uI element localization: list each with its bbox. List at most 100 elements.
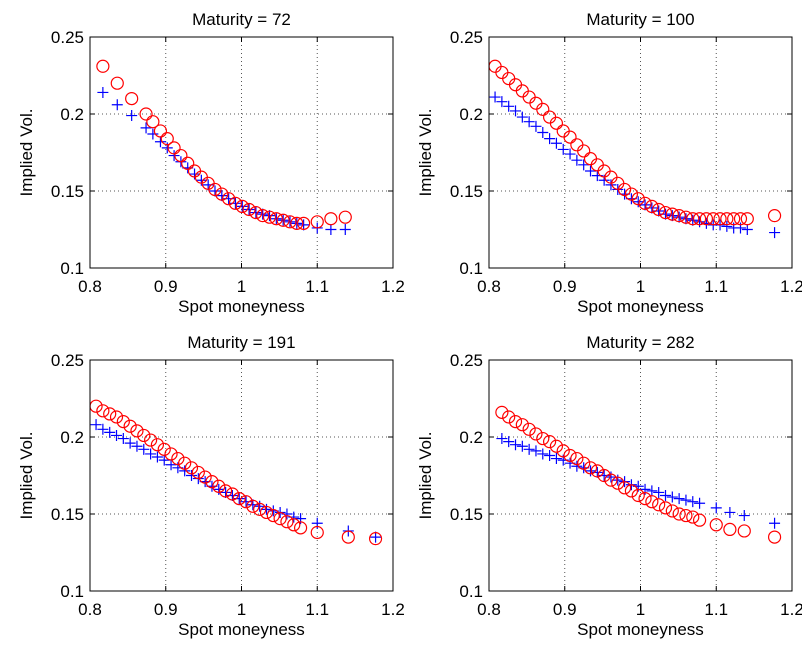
data-point-circle — [164, 447, 178, 461]
data-point-circle — [125, 91, 139, 106]
chart-title: Maturity = 100 — [586, 10, 694, 29]
data-point-circle — [699, 212, 714, 226]
x-axis-label: Spot moneyness — [178, 297, 305, 316]
data-point-plus — [653, 486, 665, 498]
data-point-circle — [205, 475, 219, 489]
data-point-plus — [680, 494, 692, 506]
data-point-circle — [137, 428, 151, 443]
data-point-plus — [270, 213, 282, 225]
data-point-circle — [508, 415, 523, 429]
data-point-plus — [189, 168, 201, 180]
x-tick-label: 0.8 — [78, 600, 102, 619]
data-point-circle — [368, 532, 383, 546]
data-point-circle — [767, 530, 782, 544]
data-point-circle — [212, 479, 226, 493]
data-point-circle — [652, 202, 666, 217]
data-point-plus — [126, 110, 138, 122]
data-point-plus — [724, 506, 736, 518]
data-point-circle — [767, 209, 782, 223]
data-point-circle — [590, 464, 604, 478]
data-point-circle — [672, 209, 686, 223]
data-point-circle — [266, 508, 280, 523]
data-point-plus — [195, 174, 207, 186]
data-point-circle — [617, 481, 632, 495]
y-tick-label: 0.2 — [459, 428, 483, 447]
data-point-circle — [297, 216, 311, 230]
data-point-plus — [687, 496, 699, 508]
data-point-plus — [564, 148, 576, 160]
axes-box — [488, 36, 793, 269]
data-point-plus — [605, 471, 617, 483]
data-point-plus — [557, 143, 569, 155]
data-point-circle — [502, 410, 516, 424]
data-point-plus — [151, 451, 163, 463]
data-point-plus — [370, 531, 382, 543]
data-point-plus — [578, 159, 590, 171]
data-point-plus — [632, 196, 644, 208]
y-tick-label: 0.25 — [51, 351, 84, 370]
data-point-circle — [665, 207, 679, 221]
y-tick-label: 0.15 — [450, 505, 483, 524]
data-point-plus — [111, 429, 123, 441]
y-tick-label: 0.1 — [459, 259, 483, 278]
subplot-4: 0.8 0.9 1 1.1 1.2 0.1 0.15 0.2 0.25 Maturity = 28… — [416, 333, 802, 639]
data-point-circle — [259, 505, 274, 520]
data-point-circle — [665, 504, 679, 518]
data-point-circle — [287, 518, 301, 532]
data-point-circle — [672, 507, 686, 521]
data-point-circle — [495, 405, 509, 419]
data-point-plus — [503, 100, 515, 112]
data-point-plus — [769, 517, 781, 529]
data-point-circle — [157, 442, 171, 456]
x-tick-label: 0.9 — [154, 600, 178, 619]
data-point-circle — [536, 431, 550, 446]
data-point-plus — [138, 443, 150, 455]
x-tick-label: 0.8 — [477, 600, 501, 619]
data-point-circle — [218, 484, 233, 498]
data-point-circle — [529, 427, 543, 441]
series-circle — [488, 59, 782, 226]
data-point-plus — [612, 474, 624, 486]
data-point-plus — [516, 111, 528, 123]
data-point-circle — [242, 202, 256, 217]
data-point-circle — [679, 210, 693, 224]
data-point-circle — [645, 495, 659, 509]
x-tick-label: 0.9 — [553, 600, 577, 619]
data-point-plus — [250, 207, 262, 219]
data-point-circle — [171, 451, 185, 466]
y-tick-label: 0.25 — [450, 351, 483, 370]
data-point-circle — [720, 212, 734, 226]
data-point-circle — [542, 435, 557, 449]
series-plus — [97, 86, 351, 235]
data-point-circle — [280, 515, 294, 529]
data-point-circle — [130, 424, 144, 438]
data-point-plus — [291, 217, 303, 229]
data-point-plus — [97, 423, 109, 435]
data-point-circle — [638, 196, 652, 210]
data-point-circle — [338, 210, 352, 224]
data-point-circle — [256, 209, 270, 223]
chart-title: Maturity = 191 — [187, 333, 295, 352]
data-point-plus — [254, 500, 266, 512]
subplot-2: 0.8 0.9 1 1.1 1.2 0.1 0.15 0.2 0.25 Maturity = 10… — [416, 10, 802, 316]
data-point-circle — [293, 521, 308, 535]
data-point-circle — [570, 451, 584, 466]
data-point-circle — [228, 196, 243, 210]
data-point-circle — [215, 187, 229, 201]
data-point-plus — [510, 439, 522, 451]
data-point-circle — [737, 524, 751, 538]
series-circle — [96, 59, 352, 230]
data-point-circle — [536, 102, 550, 116]
data-point-plus — [687, 214, 699, 226]
data-point-circle — [222, 192, 236, 206]
data-point-circle — [631, 488, 645, 503]
y-tick-label: 0.2 — [60, 428, 84, 447]
data-point-plus — [339, 224, 351, 235]
data-point-plus — [496, 433, 508, 445]
data-point-plus — [209, 185, 221, 197]
axes-box — [89, 359, 394, 592]
x-tick-label: 1 — [237, 277, 246, 296]
data-point-circle — [324, 212, 338, 226]
y-tick-label: 0.25 — [51, 28, 84, 47]
data-point-circle — [563, 448, 577, 463]
